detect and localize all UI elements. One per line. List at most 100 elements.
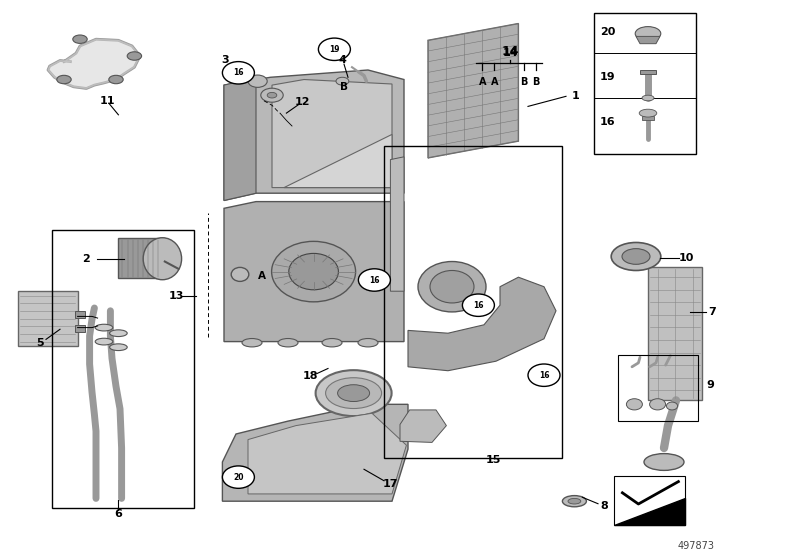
Text: 14: 14 <box>502 48 518 58</box>
Ellipse shape <box>358 338 378 347</box>
Text: 7: 7 <box>708 307 716 318</box>
Text: 2: 2 <box>82 254 90 264</box>
Bar <box>614 476 685 525</box>
Circle shape <box>462 294 494 316</box>
Text: B: B <box>532 77 540 87</box>
Text: 16: 16 <box>473 301 484 310</box>
Ellipse shape <box>326 378 382 409</box>
Text: B: B <box>340 82 348 92</box>
Polygon shape <box>400 410 446 442</box>
Polygon shape <box>640 70 656 74</box>
Polygon shape <box>272 80 392 188</box>
Text: B: B <box>520 77 528 87</box>
Text: 16: 16 <box>538 371 550 380</box>
Polygon shape <box>48 39 140 88</box>
Ellipse shape <box>639 109 657 117</box>
Text: 5: 5 <box>36 338 44 348</box>
Polygon shape <box>224 202 404 342</box>
Text: 14: 14 <box>502 45 519 58</box>
Text: 497873: 497873 <box>678 541 714 551</box>
Ellipse shape <box>57 76 71 84</box>
Circle shape <box>358 269 390 291</box>
Ellipse shape <box>568 498 581 504</box>
Ellipse shape <box>322 338 342 347</box>
Text: 19: 19 <box>600 72 616 82</box>
Text: 3: 3 <box>222 55 230 65</box>
Ellipse shape <box>278 338 298 347</box>
Ellipse shape <box>261 88 283 102</box>
Text: 18: 18 <box>302 371 318 381</box>
Polygon shape <box>408 277 556 371</box>
Circle shape <box>666 402 678 410</box>
Ellipse shape <box>73 35 87 44</box>
Bar <box>384 146 562 458</box>
Ellipse shape <box>635 27 661 41</box>
Polygon shape <box>390 157 404 291</box>
Ellipse shape <box>338 385 370 402</box>
Text: 19: 19 <box>329 45 340 54</box>
Bar <box>648 267 702 400</box>
Circle shape <box>650 399 666 410</box>
Ellipse shape <box>611 242 661 270</box>
Text: 16: 16 <box>369 276 380 284</box>
Text: 4: 4 <box>338 55 346 65</box>
Text: 20: 20 <box>233 473 244 482</box>
Ellipse shape <box>622 249 650 264</box>
Circle shape <box>222 62 254 84</box>
Bar <box>75 325 85 332</box>
Ellipse shape <box>642 95 654 101</box>
Polygon shape <box>222 404 408 501</box>
Ellipse shape <box>418 262 486 312</box>
Ellipse shape <box>562 496 586 507</box>
Bar <box>18 291 78 346</box>
Text: A: A <box>258 270 266 281</box>
Text: 9: 9 <box>706 380 714 390</box>
Ellipse shape <box>127 52 142 60</box>
Bar <box>594 13 696 154</box>
Ellipse shape <box>430 270 474 303</box>
Ellipse shape <box>231 268 249 282</box>
Polygon shape <box>642 116 654 120</box>
Text: A: A <box>490 77 498 87</box>
Ellipse shape <box>248 75 267 87</box>
Text: 1: 1 <box>572 91 580 101</box>
Circle shape <box>318 38 350 60</box>
Polygon shape <box>248 413 406 494</box>
Text: 20: 20 <box>600 27 615 38</box>
Polygon shape <box>284 134 392 188</box>
Text: 10: 10 <box>678 253 694 263</box>
Circle shape <box>626 399 642 410</box>
Ellipse shape <box>242 338 262 347</box>
Text: 16: 16 <box>600 117 616 127</box>
Polygon shape <box>224 70 404 200</box>
Polygon shape <box>428 24 518 158</box>
Polygon shape <box>224 77 256 200</box>
Ellipse shape <box>143 238 182 280</box>
Bar <box>75 311 85 318</box>
Ellipse shape <box>109 76 123 84</box>
Ellipse shape <box>315 370 392 416</box>
Ellipse shape <box>644 454 684 470</box>
Text: A: A <box>478 77 486 87</box>
Text: 15: 15 <box>486 455 502 465</box>
Bar <box>118 238 165 278</box>
Bar <box>52 230 194 508</box>
Text: 12: 12 <box>294 97 310 107</box>
Text: 6: 6 <box>114 509 122 519</box>
Ellipse shape <box>95 338 113 345</box>
Ellipse shape <box>110 344 127 351</box>
Polygon shape <box>636 36 660 44</box>
Text: 17: 17 <box>382 479 398 489</box>
Text: 13: 13 <box>168 291 184 301</box>
Ellipse shape <box>267 92 277 98</box>
Bar <box>618 355 698 421</box>
Circle shape <box>528 364 560 386</box>
Text: 8: 8 <box>600 501 608 511</box>
Text: 16: 16 <box>233 68 244 77</box>
Ellipse shape <box>336 77 349 85</box>
Polygon shape <box>614 498 685 525</box>
Ellipse shape <box>272 241 356 302</box>
Ellipse shape <box>110 330 127 337</box>
Circle shape <box>222 466 254 488</box>
Text: 11: 11 <box>99 96 115 106</box>
